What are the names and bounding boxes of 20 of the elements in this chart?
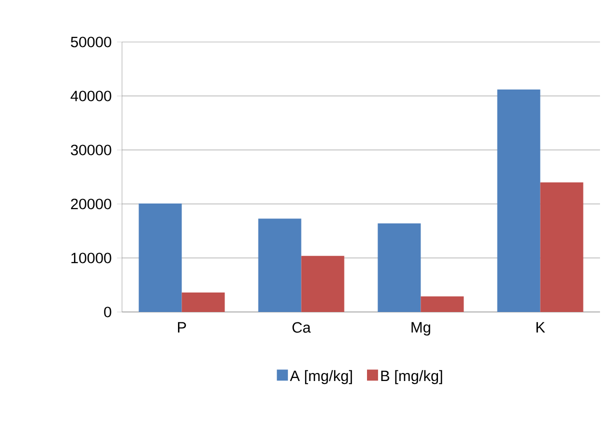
- y-tick-label: 20000: [71, 198, 112, 210]
- y-tick-label: 10000: [71, 252, 112, 264]
- y-tick-label: 40000: [70, 90, 112, 102]
- x-tick-label: Mg: [412, 322, 430, 336]
- bar: [378, 223, 421, 312]
- bar: [540, 182, 584, 312]
- bar: [182, 292, 225, 312]
- x-tick-label: Ca: [292, 322, 311, 333]
- bar: [301, 256, 344, 312]
- y-tick-label: 50000: [70, 36, 112, 48]
- bar: [497, 90, 540, 312]
- y-tick-label: 30000: [70, 144, 112, 156]
- bar: [420, 296, 464, 312]
- y-tick-label: 0: [104, 306, 112, 318]
- bar: [138, 203, 182, 312]
- legend-label: A [mg/kg]: [290, 370, 352, 384]
- x-tick-label: P: [178, 322, 186, 332]
- legend-label: B [mg/kg]: [381, 370, 442, 384]
- x-tick-label: K: [536, 322, 546, 332]
- bar: [258, 218, 302, 312]
